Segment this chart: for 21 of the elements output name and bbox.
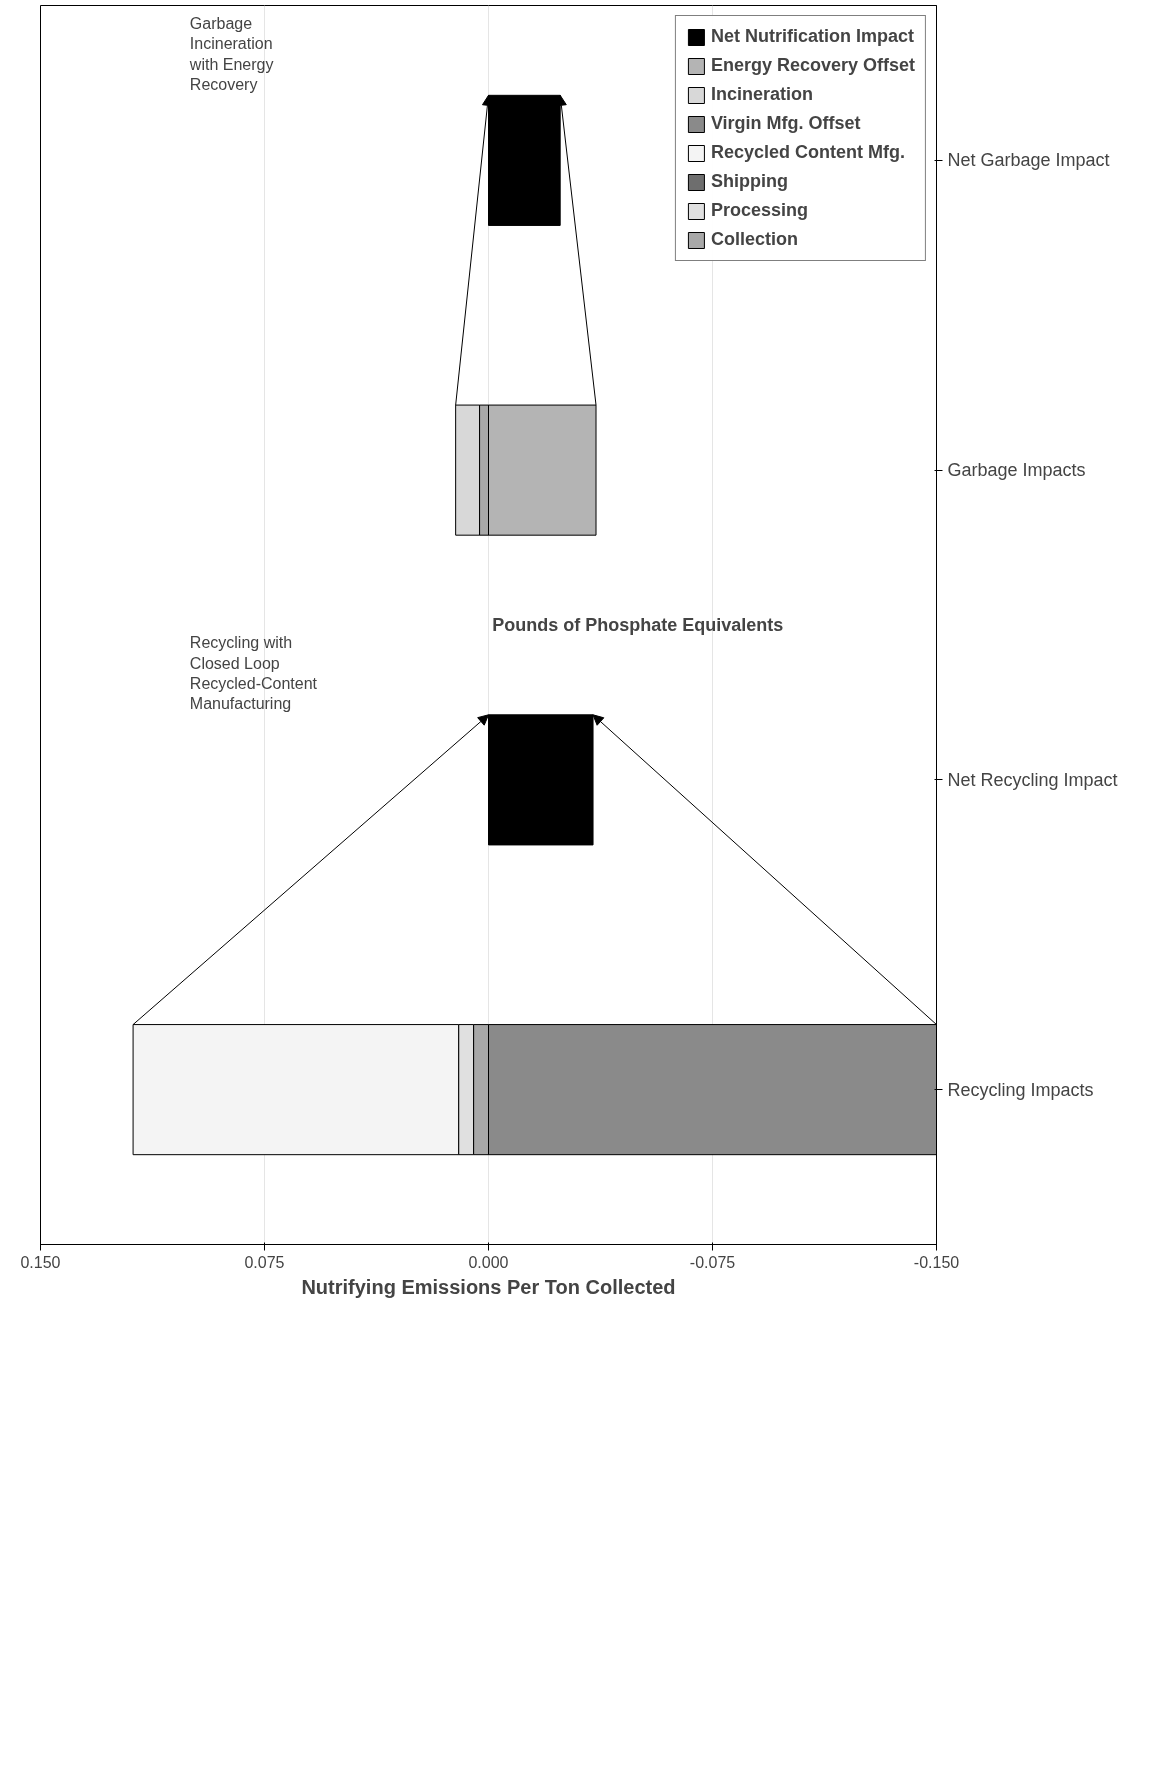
x-axis-title: Nutrifying Emissions Per Ton Collected (301, 1275, 676, 1298)
legend-label: Virgin Mfg. Offset (710, 113, 861, 134)
legend-label: Incineration (710, 84, 813, 105)
annotation: Garbage Incineration with Energy Recovery (188, 14, 274, 93)
x-tick-label: -0.075 (689, 1253, 736, 1271)
annotation: Pounds of Phosphate Equivalents (492, 615, 784, 635)
annotation: Recycling with Closed Loop Recycled-Content Manufacturing (189, 634, 318, 713)
x-tick-label: -0.150 (913, 1253, 960, 1271)
y-tick-label: Garbage Impacts (947, 460, 1086, 481)
legend-label: Recycled Content Mfg. (710, 142, 905, 163)
x-tick-label: 0.150 (20, 1253, 61, 1271)
y-tick-label: Net Garbage Impact (947, 150, 1110, 171)
legend-label: Collection (710, 229, 798, 250)
x-tick-label: 0.075 (244, 1253, 285, 1271)
legend-label: Energy Recovery Offset (710, 55, 915, 76)
x-tick-label: 0.000 (468, 1253, 509, 1271)
legend-label: Shipping (710, 171, 788, 192)
y-tick-label: Net Recycling Impact (947, 769, 1118, 790)
legend-label: Processing (710, 200, 808, 221)
legend-label: Net Nutrification Impact (710, 26, 914, 47)
y-tick-label: Recycling Impacts (947, 1079, 1094, 1100)
